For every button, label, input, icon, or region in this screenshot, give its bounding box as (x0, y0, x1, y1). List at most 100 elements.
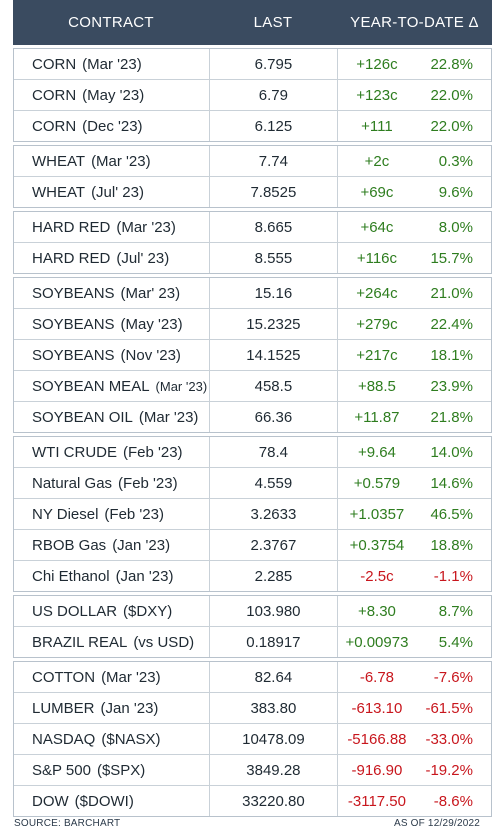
contract-cell: SOYBEANS (Mar' 23) (14, 278, 209, 308)
last-price: 14.1525 (209, 340, 336, 370)
contract-month: ($DXY) (123, 602, 173, 620)
last-price: 458.5 (209, 371, 336, 401)
contract-name: SOYBEANS (32, 346, 115, 364)
ytd-percent: 18.1% (430, 346, 473, 364)
contract-month: (May '23) (120, 315, 183, 333)
ytd-change: -613.10 (336, 693, 417, 723)
ytd-percent: 22.4% (430, 315, 473, 333)
contract-cell: S&P 500 ($SPX) (14, 755, 209, 785)
ytd-percent: -33.0% (425, 730, 473, 748)
ytd-percent: 8.7% (438, 602, 473, 620)
contract-name: WTI CRUDE (32, 443, 117, 461)
table-row: NASDAQ ($NASX) 10478.09 -5166.88 -33.0% (14, 723, 491, 754)
contract-name: S&P 500 (32, 761, 91, 779)
ytd-change: +0.3754 (336, 530, 417, 560)
table-row: US DOLLAR ($DXY) 103.980 +8.30 8.7% (14, 596, 491, 626)
last-price: 4.559 (209, 468, 336, 498)
contract-cell: Natural Gas (Feb '23) (14, 468, 209, 498)
ytd-change: +279c (336, 309, 417, 339)
ytd-change: +11.87 (336, 402, 417, 432)
contract-name: NASDAQ (32, 730, 96, 748)
table-row: NY Diesel (Feb '23) 3.2633 +1.0357 46.5% (14, 498, 491, 529)
row-group: HARD RED (Mar '23) 8.665 +64c 8.0% HARD RED (J… (13, 211, 492, 274)
ytd-percent: -61.5% (425, 699, 473, 717)
last-price: 15.2325 (209, 309, 336, 339)
ytd-change: +123c (336, 80, 417, 110)
ytd-percent: 21.0% (430, 284, 473, 302)
header-ytd: YEAR-TO-DATE Δ (350, 14, 479, 31)
contract-name: DOW (32, 792, 69, 810)
ytd-change: +2c (336, 146, 417, 176)
contract-cell: HARD RED (Mar '23) (14, 212, 209, 242)
table-body: CORN (Mar '23) 6.795 +126c 22.8% CORN (May '23… (13, 48, 492, 817)
table-row: WTI CRUDE (Feb '23) 78.4 +9.64 14.0% (14, 437, 491, 467)
contract-name: HARD RED (32, 218, 111, 236)
last-price: 7.74 (209, 146, 336, 176)
contract-name: NY Diesel (32, 505, 99, 523)
ytd-change: -5166.88 (336, 724, 417, 754)
ytd-change: -3117.50 (336, 786, 417, 816)
contract-name: RBOB Gas (32, 536, 107, 554)
table-row: BRAZIL REAL (vs USD) 0.18917 +0.00973 5.4% (14, 626, 491, 657)
ytd-percent: 9.6% (438, 183, 473, 201)
ytd-change: +8.30 (336, 596, 417, 626)
header-last: LAST (253, 14, 293, 31)
table-row: SOYBEANS (May '23) 15.2325 +279c 22.4% (14, 308, 491, 339)
table-row: SOYBEAN MEAL (Mar '23) 458.5 +88.5 23.9% (14, 370, 491, 401)
table-row: Natural Gas (Feb '23) 4.559 +0.579 14.6% (14, 467, 491, 498)
last-price: 33220.80 (209, 786, 336, 816)
contract-name: SOYBEANS (32, 284, 115, 302)
ytd-change: +111 (336, 111, 417, 141)
last-price: 78.4 (209, 437, 336, 467)
contract-name: LUMBER (32, 699, 95, 717)
ytd-change: -916.90 (336, 755, 417, 785)
ytd-change: +88.5 (336, 371, 417, 401)
contract-cell: WTI CRUDE (Feb '23) (14, 437, 209, 467)
table-row: Chi Ethanol (Jan '23) 2.285 -2.5c -1.1% (14, 560, 491, 591)
ytd-change: +64c (336, 212, 417, 242)
ytd-percent: -7.6% (433, 668, 473, 686)
table-row: SOYBEANS (Mar' 23) 15.16 +264c 21.0% (14, 278, 491, 308)
last-price: 8.665 (209, 212, 336, 242)
table-row: WHEAT (Mar '23) 7.74 +2c 0.3% (14, 146, 491, 176)
contract-month: (Jul' 23) (91, 183, 144, 201)
ytd-percent: 21.8% (430, 408, 473, 426)
contract-month: (Feb '23) (118, 474, 178, 492)
contract-name: SOYBEANS (32, 315, 115, 333)
contract-month: ($DOWI) (74, 792, 134, 810)
last-price: 6.125 (209, 111, 336, 141)
row-group: US DOLLAR ($DXY) 103.980 +8.30 8.7% BRAZIL RE… (13, 595, 492, 658)
last-price: 2.3767 (209, 530, 336, 560)
row-group: CORN (Mar '23) 6.795 +126c 22.8% CORN (May '23… (13, 48, 492, 142)
header-contract: CONTRACT (68, 14, 154, 31)
last-price: 7.8525 (209, 177, 336, 207)
last-price: 6.795 (209, 49, 336, 79)
ytd-percent: 18.8% (430, 536, 473, 554)
contract-cell: CORN (May '23) (14, 80, 209, 110)
ytd-change: +69c (336, 177, 417, 207)
contract-cell: HARD RED (Jul' 23) (14, 243, 209, 273)
contract-month: (May '23) (82, 86, 145, 104)
contract-month: (Mar '23) (155, 378, 208, 394)
contract-month: (Feb '23) (123, 443, 183, 461)
ytd-percent: -8.6% (433, 792, 473, 810)
ytd-percent: 46.5% (430, 505, 473, 523)
ytd-change: -2.5c (336, 561, 417, 591)
contract-name: CORN (32, 55, 77, 73)
ytd-percent: 8.0% (438, 218, 473, 236)
ytd-percent: 22.0% (430, 86, 473, 104)
last-price: 6.79 (209, 80, 336, 110)
contract-cell: WHEAT (Mar '23) (14, 146, 209, 176)
contract-cell: DOW ($DOWI) (14, 786, 209, 816)
contract-month: (Jul' 23) (116, 249, 170, 267)
contract-cell: SOYBEANS (Nov '23) (14, 340, 209, 370)
ytd-change: +116c (336, 243, 417, 273)
contract-month: (Mar '23) (116, 218, 176, 236)
contract-cell: CORN (Dec '23) (14, 111, 209, 141)
table-row: WHEAT (Jul' 23) 7.8525 +69c 9.6% (14, 176, 491, 207)
ytd-change: +264c (336, 278, 417, 308)
ytd-percent: 14.6% (430, 474, 473, 492)
as-of-date: AS OF 12/29/2022 (393, 818, 480, 829)
contract-name: CORN (32, 117, 77, 135)
contract-month: (Jan '23) (100, 699, 159, 717)
